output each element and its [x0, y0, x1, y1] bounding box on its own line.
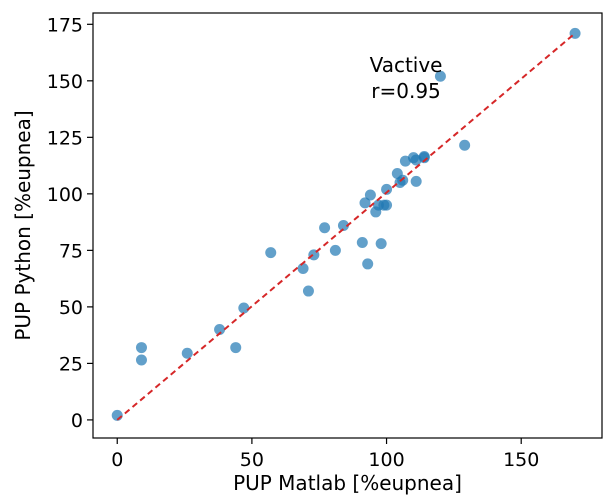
data-point: [238, 302, 250, 314]
data-point: [459, 139, 471, 151]
data-point: [135, 342, 147, 354]
y-tick-label: 0: [71, 410, 83, 432]
data-point: [230, 342, 242, 354]
x-tick-label: 50: [240, 449, 264, 471]
data-point: [214, 323, 226, 335]
data-point: [302, 285, 314, 297]
x-tick-label: 0: [111, 449, 123, 471]
data-point: [364, 189, 376, 201]
data-point: [337, 220, 349, 231]
data-point: [135, 354, 147, 366]
y-tick-label: 125: [47, 127, 83, 149]
data-point: [434, 70, 446, 82]
data-point: [359, 197, 371, 209]
data-point: [410, 175, 422, 187]
data-point: [181, 347, 193, 359]
data-point: [375, 238, 387, 250]
y-tick-label: 175: [47, 14, 83, 36]
x-axis-ticks: 0 50 100 150: [111, 438, 539, 471]
y-axis-ticks: 0 25 50 75 100 125 150 175: [47, 14, 93, 432]
data-point: [356, 236, 368, 248]
data-point: [329, 244, 341, 256]
data-point: [381, 183, 393, 195]
data-point: [362, 258, 374, 270]
x-tick-label: 100: [368, 449, 404, 471]
data-point: [381, 199, 393, 211]
data-point: [265, 247, 277, 259]
data-point: [397, 174, 409, 186]
y-tick-label: 100: [47, 184, 83, 206]
y-tick-label: 150: [47, 71, 83, 93]
data-point: [418, 152, 430, 164]
x-tick-label: 150: [503, 449, 539, 471]
data-point: [297, 262, 309, 274]
data-points: [111, 27, 581, 421]
y-tick-label: 75: [59, 240, 83, 262]
annotation-label: Vactive: [370, 53, 443, 77]
data-point: [319, 222, 331, 234]
annotation-correlation: r=0.95: [371, 79, 441, 103]
y-tick-label: 50: [59, 297, 83, 319]
x-axis-label: PUP Matlab [%eupnea]: [233, 471, 462, 495]
y-axis-label: PUP Python [%eupnea]: [11, 110, 35, 340]
y-tick-label: 25: [59, 353, 83, 375]
